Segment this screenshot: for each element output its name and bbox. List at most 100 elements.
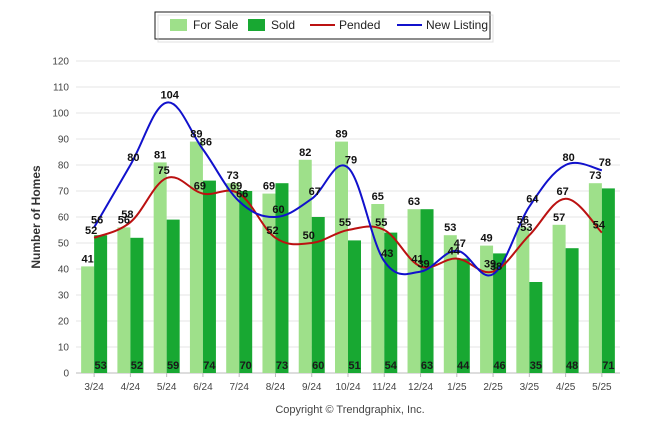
bar-for-sale: [298, 159, 312, 373]
label-new-listing: 80: [127, 152, 139, 164]
label-sold: 70: [240, 360, 252, 372]
label-sold: 51: [348, 360, 360, 372]
x-tick-label: 1/25: [447, 382, 467, 393]
bar-sold: [202, 180, 216, 373]
label-pended: 55: [375, 217, 387, 229]
x-tick-label: 11/24: [372, 382, 397, 393]
legend-label: New Listing: [426, 18, 488, 32]
x-tick-label: 3/25: [520, 382, 540, 393]
bar-for-sale: [226, 183, 240, 373]
bar-sold: [456, 258, 470, 373]
y-tick-label: 110: [53, 83, 69, 94]
label-new-listing: 67: [309, 186, 321, 198]
label-pended: 67: [556, 186, 568, 198]
bar-sold: [311, 217, 325, 373]
bar-for-sale: [407, 209, 421, 373]
label-sold: 46: [493, 360, 505, 372]
label-for-sale: 56: [517, 214, 529, 226]
label-pended: 54: [593, 220, 606, 232]
label-new-listing: 79: [345, 155, 357, 167]
y-tick-label: 0: [63, 369, 69, 380]
y-tick-label: 70: [58, 187, 70, 198]
label-for-sale: 73: [227, 170, 239, 182]
bar-for-sale: [443, 235, 457, 373]
label-pended: 69: [194, 181, 206, 193]
bar-sold: [275, 183, 289, 373]
y-tick-label: 10: [58, 343, 70, 354]
label-for-sale: 82: [299, 147, 311, 159]
label-new-listing: 60: [272, 204, 284, 216]
label-pended: 75: [158, 165, 170, 177]
y-tick-label: 20: [58, 317, 70, 328]
bar-sold: [493, 253, 507, 373]
bar-for-sale: [552, 224, 566, 373]
label-sold: 44: [457, 360, 470, 372]
bar-for-sale: [189, 141, 203, 373]
x-tick-label: 7/24: [229, 382, 249, 393]
x-tick-label: 4/24: [121, 382, 141, 393]
label-for-sale: 63: [408, 196, 420, 208]
y-tick-label: 40: [58, 265, 70, 276]
label-pended: 44: [448, 246, 461, 258]
label-sold: 48: [566, 360, 578, 372]
label-sold: 54: [385, 360, 398, 372]
bar-sold: [601, 188, 615, 373]
y-tick-label: 90: [58, 135, 70, 146]
label-sold: 71: [602, 360, 614, 372]
label-new-listing: 64: [526, 194, 539, 206]
y-tick-label: 60: [58, 213, 70, 224]
bar-for-sale: [262, 193, 276, 373]
x-axis-ticks: 3/24 4/24 5/24 6/24 7/24 8/24 9/24 10/24 11/24 12…: [84, 373, 612, 393]
copyright-footer: Copyright © Trendgraphix, Inc.: [275, 404, 424, 416]
bar-for-sale: [516, 227, 530, 373]
label-new-listing: 38: [490, 261, 502, 273]
legend-label: Sold: [271, 18, 295, 32]
label-for-sale: 73: [589, 170, 601, 182]
bar-for-sale: [153, 162, 167, 373]
legend-shadow: [157, 14, 494, 43]
label-for-sale: 53: [444, 222, 456, 234]
bar-for-sale: [117, 227, 131, 373]
label-for-sale: 89: [190, 129, 202, 141]
x-tick-label: 3/24: [84, 382, 104, 393]
label-for-sale: 49: [480, 233, 492, 245]
label-sold: 74: [203, 360, 216, 372]
label-new-listing: 39: [417, 259, 429, 271]
label-for-sale: 65: [372, 191, 384, 203]
x-tick-label: 12/24: [408, 382, 433, 393]
label-sold: 63: [421, 360, 433, 372]
label-new-listing: 104: [160, 90, 179, 102]
bar-sold: [348, 240, 361, 373]
bars: [81, 141, 615, 373]
label-pended: 52: [266, 225, 278, 237]
y-axis-ticks: 0 10 20 30 40 50 60 70 80 90 100 110 120: [52, 57, 69, 380]
label-pended: 41: [411, 253, 423, 265]
line-new-listing: [93, 101, 603, 277]
label-new-listing: 56: [91, 214, 103, 226]
legend: For Sale Sold Pended New Listing: [154, 11, 494, 43]
label-for-sale: 69: [263, 181, 275, 193]
bar-for-sale: [371, 204, 385, 373]
label-new-listing: 47: [454, 238, 466, 250]
label-new-listing: 66: [236, 188, 248, 200]
bar-for-sale: [480, 245, 494, 373]
bar-for-sale: [588, 183, 602, 373]
label-new-listing: 86: [200, 136, 212, 148]
x-tick-label: 10/24: [335, 382, 360, 393]
label-sold: 73: [276, 360, 288, 372]
bar-sold: [420, 209, 434, 373]
x-tick-label: 4/25: [556, 382, 576, 393]
x-tick-label: 8/24: [266, 382, 286, 393]
label-for-sale: 81: [154, 149, 166, 161]
label-pended: 55: [339, 217, 351, 229]
bar-sold: [384, 232, 398, 373]
line-pended: [93, 176, 603, 274]
bar-sold: [529, 282, 543, 373]
label-sold: 60: [312, 360, 324, 372]
x-tick-label: 6/24: [193, 382, 213, 393]
label-sold: 59: [167, 360, 179, 372]
label-for-sale: 57: [553, 212, 565, 224]
legend-swatch: [170, 19, 187, 31]
label-pended: 69: [230, 181, 242, 193]
x-tick-label: 9/24: [302, 382, 322, 393]
